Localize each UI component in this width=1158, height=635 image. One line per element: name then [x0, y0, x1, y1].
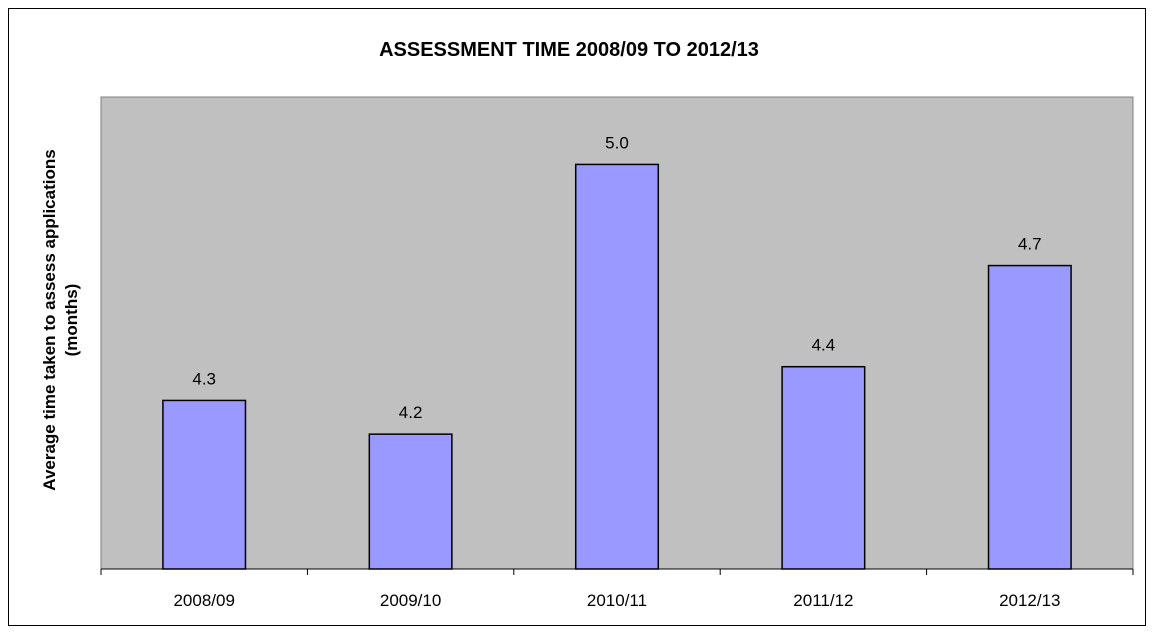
x-tick-label: 2011/12: [793, 591, 853, 610]
bar-2011-12: [781, 365, 866, 570]
x-tick-label: 2012/13: [999, 591, 1060, 610]
bar-2012-13: [987, 264, 1072, 570]
data-label: 4.3: [192, 369, 216, 388]
chart-title: ASSESSMENT TIME 2008/09 TO 2012/13: [379, 39, 759, 61]
bar-chart: ASSESSMENT TIME 2008/09 TO 2012/13 Avera…: [40, 39, 1134, 610]
x-tick-label: 2008/09: [173, 591, 234, 610]
data-label: 4.4: [812, 336, 836, 355]
x-tick-label: 2010/11: [587, 591, 647, 610]
bars-group: [162, 163, 1072, 570]
bar-2010-11: [574, 163, 660, 570]
y-axis-label-line2: (months): [62, 284, 81, 357]
data-label: 5.0: [605, 133, 629, 152]
bar-2008-09: [162, 399, 247, 570]
data-label: 4.2: [399, 403, 423, 422]
chart-frame: ASSESSMENT TIME 2008/09 TO 2012/13 Avera…: [8, 8, 1146, 626]
y-axis-label: Average time taken to assess application…: [40, 149, 81, 490]
x-tick-label: 2009/10: [380, 591, 441, 610]
x-tick-labels-group: 2008/09 2009/10 2010/11 2011/12 2012/13: [173, 591, 1060, 610]
bar-2009-10: [368, 433, 453, 570]
y-axis-label-line1: Average time taken to assess application…: [40, 149, 59, 490]
data-label: 4.7: [1018, 235, 1042, 254]
x-ticks-group: [100, 569, 1134, 575]
data-labels-group: 4.3 4.2 5.0 4.4 4.7: [192, 133, 1041, 422]
